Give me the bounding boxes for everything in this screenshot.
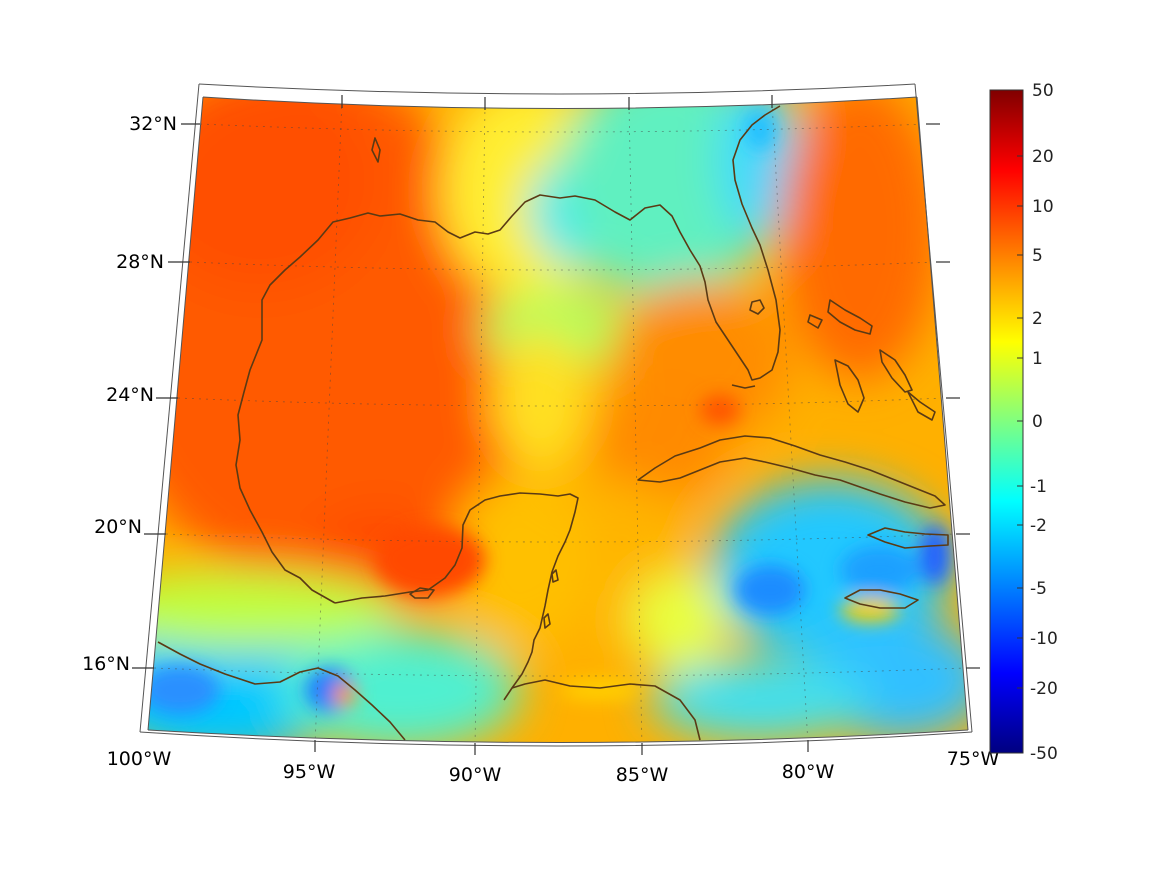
colorbar-label-20: 20: [1032, 147, 1054, 167]
coastlines: [157, 105, 949, 741]
data-field: [148, 97, 968, 743]
lon-label-100w: 100°W: [107, 748, 172, 770]
lat-label-16: 16°N: [82, 653, 130, 675]
axis-ticks: [132, 95, 980, 755]
colorbar-label-neg5: -5: [1030, 579, 1047, 599]
colorbar-label-neg50: -50: [1030, 744, 1058, 764]
longitude-labels: 100°W 95°W 90°W 85°W 80°W 75°W: [107, 748, 1000, 786]
colorbar-label-neg1: -1: [1030, 477, 1047, 497]
lon-label-90w: 90°W: [449, 764, 502, 786]
colorbar-label-10: 10: [1032, 197, 1054, 217]
colorbar-label-1: 1: [1032, 349, 1043, 369]
graticule: [153, 99, 966, 743]
colorbar-label-0: 0: [1032, 412, 1043, 432]
colorbar-label-5: 5: [1032, 246, 1043, 266]
lat-label-28: 28°N: [116, 251, 164, 273]
colorbar-label-neg20: -20: [1030, 679, 1058, 699]
colorbar-label-neg2: -2: [1030, 516, 1047, 536]
lat-label-24: 24°N: [106, 384, 154, 406]
lon-label-95w: 95°W: [283, 761, 336, 783]
lat-label-20: 20°N: [94, 516, 142, 538]
lon-label-75w: 75°W: [947, 748, 1000, 770]
colorbar: 50 20 10 5 2 1 0 -1 -2 -5 -10 -20 -50: [989, 81, 1058, 764]
map-frame: [139, 83, 973, 747]
colorbar-label-2: 2: [1032, 309, 1043, 329]
colorbar-label-neg10: -10: [1030, 629, 1058, 649]
lat-label-32: 32°N: [129, 113, 177, 135]
latitude-labels: 32°N 28°N 24°N 20°N 16°N: [82, 113, 177, 675]
colorbar-label-50: 50: [1032, 81, 1054, 101]
lon-label-85w: 85°W: [616, 764, 669, 786]
lon-label-80w: 80°W: [782, 761, 835, 783]
